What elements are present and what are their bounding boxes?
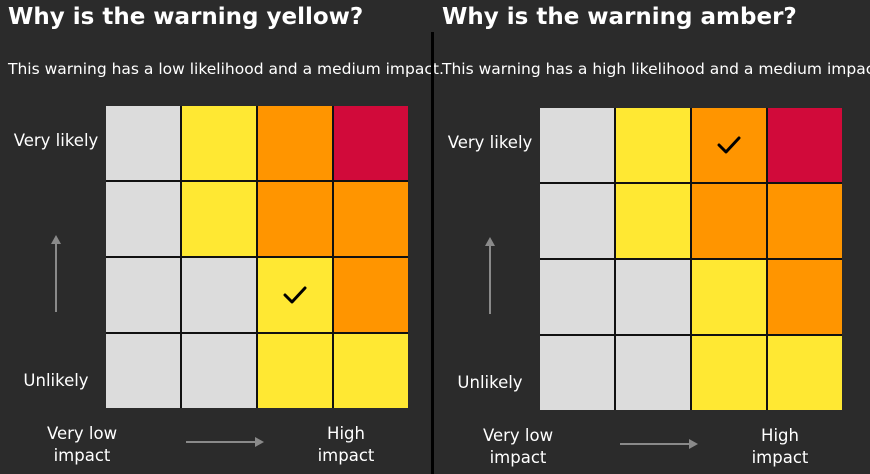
x-axis-left-label: Very low impact <box>482 426 554 467</box>
matrix-cell-orange <box>258 182 332 256</box>
matrix-cell-yellow <box>334 334 408 408</box>
matrix-cell-grey <box>540 260 614 334</box>
up-arrow-icon <box>51 235 61 312</box>
matrix-cell-orange <box>692 184 766 258</box>
matrix-cell-orange <box>258 106 332 180</box>
panel-description: This warning has a low likelihood and a … <box>8 60 444 78</box>
checkmark-icon <box>717 136 741 154</box>
x-axis-right-label: High impact <box>317 424 375 465</box>
matrix-cell-yellow <box>768 336 842 410</box>
matrix-cell-orange <box>768 260 842 334</box>
matrix-cell-grey <box>106 334 180 408</box>
matrix-cell-yellow <box>616 108 690 182</box>
matrix-cell-yellow <box>258 334 332 408</box>
x-axis-right-label: High impact <box>751 426 809 467</box>
matrix-cell-yellow <box>692 336 766 410</box>
right-arrow-icon <box>620 439 698 449</box>
matrix-cell-yellow <box>258 258 332 332</box>
matrix-cell-grey <box>616 336 690 410</box>
panel-divider <box>431 32 434 474</box>
matrix-cell-red <box>768 108 842 182</box>
risk-matrix <box>540 108 842 410</box>
right-arrow-icon <box>186 437 264 447</box>
y-axis-bottom-label: Unlikely <box>23 371 89 390</box>
risk-matrix <box>106 106 408 408</box>
matrix-cell-yellow <box>182 106 256 180</box>
matrix-cell-yellow <box>692 260 766 334</box>
matrix-cell-grey <box>616 260 690 334</box>
matrix-cell-orange <box>768 184 842 258</box>
matrix-cell-grey <box>182 334 256 408</box>
panel-title: Why is the warning amber? <box>442 4 797 30</box>
matrix-cell-grey <box>106 106 180 180</box>
matrix-cell-grey <box>540 184 614 258</box>
y-axis-bottom-label: Unlikely <box>457 373 523 392</box>
matrix-cell-orange <box>692 108 766 182</box>
yellow-warning-panel: Why is the warning yellow? This warning … <box>0 0 444 474</box>
x-axis-left-label: Very low impact <box>46 424 118 465</box>
matrix-cell-grey <box>106 258 180 332</box>
amber-warning-panel: Why is the warning amber? This warning h… <box>436 0 870 474</box>
matrix-cell-yellow <box>616 184 690 258</box>
matrix-cell-red <box>334 106 408 180</box>
matrix-cell-grey <box>540 336 614 410</box>
y-axis-top-label: Very likely <box>447 133 533 152</box>
panel-title: Why is the warning yellow? <box>8 4 364 30</box>
panel-description: This warning has a high likelihood and a… <box>442 60 870 78</box>
y-axis-top-label: Very likely <box>13 131 99 150</box>
up-arrow-icon <box>485 237 495 314</box>
matrix-cell-grey <box>106 182 180 256</box>
matrix-cell-yellow <box>182 182 256 256</box>
matrix-cell-orange <box>334 182 408 256</box>
checkmark-icon <box>283 286 307 304</box>
matrix-cell-orange <box>334 258 408 332</box>
matrix-cell-grey <box>540 108 614 182</box>
matrix-cell-grey <box>182 258 256 332</box>
